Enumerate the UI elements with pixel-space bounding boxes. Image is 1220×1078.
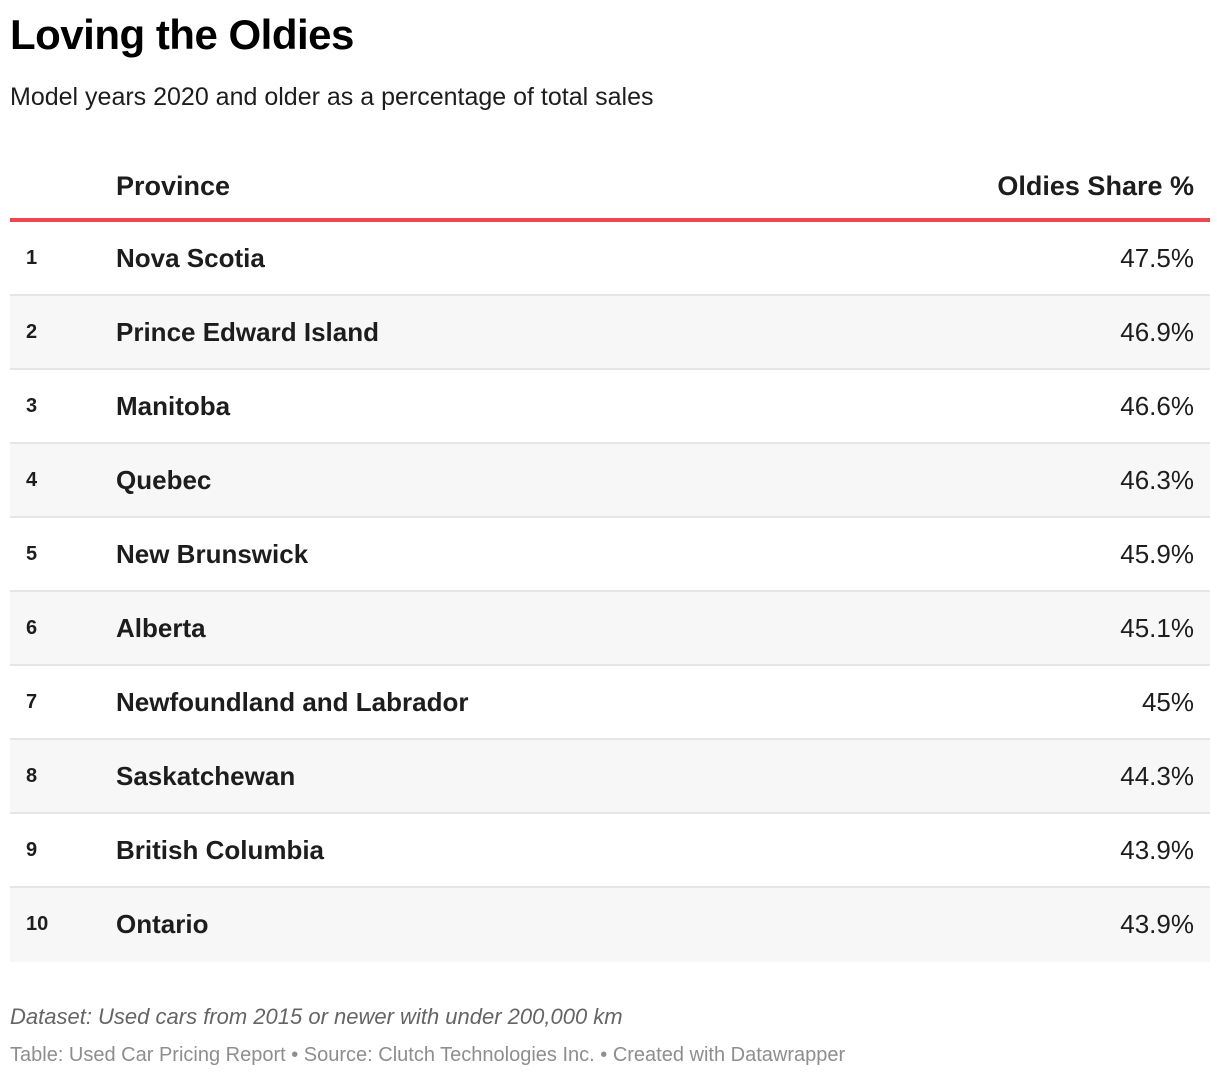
table-row: 10 Ontario 43.9%	[10, 888, 1210, 962]
dataset-note: Dataset: Used cars from 2015 or newer wi…	[10, 1004, 623, 1029]
row-share: 46.9%	[1120, 317, 1194, 347]
table-header: Province Oldies Share %	[10, 150, 1210, 222]
row-province: New Brunswick	[116, 539, 309, 569]
column-header-province[interactable]: Province	[116, 171, 231, 201]
row-rank: 3	[26, 395, 38, 417]
row-share: 43.9%	[1120, 835, 1194, 865]
row-rank: 1	[26, 247, 38, 269]
table-row: 9 British Columbia 43.9%	[10, 814, 1210, 888]
row-province: Manitoba	[116, 391, 231, 421]
column-header-oldies-share[interactable]: Oldies Share %	[997, 171, 1194, 201]
row-share: 44.3%	[1120, 761, 1194, 791]
table-row: 5 New Brunswick 45.9%	[10, 518, 1210, 592]
table-row: 2 Prince Edward Island 46.9%	[10, 296, 1210, 370]
chart-subtitle: Model years 2020 and older as a percenta…	[10, 83, 654, 111]
chart-title: Loving the Oldies	[10, 11, 354, 58]
row-share: 47.5%	[1120, 243, 1194, 273]
table-row: 7 Newfoundland and Labrador 45%	[10, 666, 1210, 740]
row-share: 45.1%	[1120, 613, 1194, 643]
row-province: British Columbia	[116, 835, 325, 865]
table-row: 8 Saskatchewan 44.3%	[10, 740, 1210, 814]
row-share: 45%	[1141, 687, 1194, 717]
table-row: 4 Quebec 46.3%	[10, 444, 1210, 518]
row-share: 43.9%	[1120, 909, 1194, 939]
row-province: Saskatchewan	[116, 761, 296, 791]
row-share: 46.3%	[1120, 465, 1194, 495]
source-footer: Table: Used Car Pricing Report • Source:…	[10, 1044, 846, 1066]
row-rank: 4	[26, 469, 38, 491]
row-share: 45.9%	[1120, 539, 1194, 569]
row-rank: 8	[26, 765, 38, 787]
row-province: Newfoundland and Labrador	[116, 687, 469, 717]
row-province: Alberta	[116, 613, 206, 643]
row-rank: 5	[26, 543, 38, 565]
row-province: Quebec	[116, 465, 212, 495]
row-rank: 7	[26, 691, 38, 713]
table-body: 1 Nova Scotia 47.5% 2 Prince Edward Isla…	[10, 222, 1210, 962]
row-rank: 10	[26, 913, 49, 935]
row-province: Ontario	[116, 909, 209, 939]
row-rank: 9	[26, 839, 38, 861]
row-province: Prince Edward Island	[116, 317, 379, 347]
row-rank: 6	[26, 617, 38, 639]
row-rank: 2	[26, 321, 38, 343]
table-row: 6 Alberta 45.1%	[10, 592, 1210, 666]
row-province: Nova Scotia	[116, 243, 265, 273]
table-row: 3 Manitoba 46.6%	[10, 370, 1210, 444]
row-share: 46.6%	[1120, 391, 1194, 421]
table-row: 1 Nova Scotia 47.5%	[10, 222, 1210, 296]
data-table: Province Oldies Share % 1 Nova Scotia 47…	[10, 150, 1210, 962]
